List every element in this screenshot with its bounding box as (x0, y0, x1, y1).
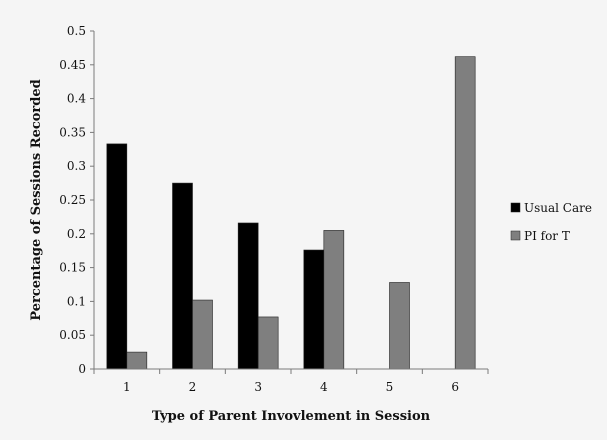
bars-group (106, 56, 476, 370)
y-tick-label: 0 (78, 362, 86, 376)
y-tick-label: 0.05 (59, 328, 86, 342)
y-tick-label: 0.35 (59, 125, 86, 139)
bar-pi-for-t-1 (126, 351, 148, 370)
bar-pi-for-t-2 (192, 299, 213, 370)
x-axis-ticks: 1 2 3 4 5 6 (93, 369, 489, 394)
y-tick-label: 0.3 (67, 159, 86, 173)
bar-usual-care-4 (303, 249, 325, 370)
x-tick-label: 2 (189, 380, 197, 394)
legend-swatch-usual-care (510, 202, 521, 213)
y-tick-label: 0.2 (67, 227, 86, 241)
x-tick-label: 3 (254, 380, 262, 394)
x-tick-label: 1 (123, 380, 131, 394)
legend-label-pi-for-t: PI for T (524, 229, 570, 243)
bar-usual-care-2 (172, 182, 193, 370)
y-axis-title: Percentage of Sessions Recorded (29, 79, 44, 320)
legend-label-usual-care: Usual Care (524, 201, 592, 215)
bar-pi-for-t-4 (323, 230, 345, 370)
bar-pi-for-t-3 (257, 316, 279, 370)
y-tick-label: 0.1 (67, 294, 86, 308)
y-tick-label: 0.15 (59, 261, 86, 275)
y-tick-label: 0.25 (59, 193, 86, 207)
x-axis-title: Type of Parent Invovlement in Session (152, 409, 431, 424)
y-tick-label: 0.45 (59, 58, 86, 72)
legend: Usual Care PI for T (510, 201, 592, 243)
legend-swatch-pi-for-t (510, 230, 521, 241)
x-tick-label: 6 (451, 380, 459, 394)
y-tick-label: 0.4 (67, 92, 86, 106)
x-tick-label: 4 (320, 380, 328, 394)
bar-usual-care-1 (106, 143, 128, 370)
y-axis-ticks: 0 0.05 0.1 0.15 0.2 0.25 0.3 0.35 0.4 0.45 0.5 (59, 24, 94, 376)
bar-pi-for-t-5 (389, 282, 410, 370)
y-tick-label: 0.5 (67, 24, 86, 38)
bar-pi-for-t-6 (454, 56, 476, 370)
x-tick-label: 5 (386, 380, 394, 394)
bar-usual-care-3 (237, 222, 259, 370)
